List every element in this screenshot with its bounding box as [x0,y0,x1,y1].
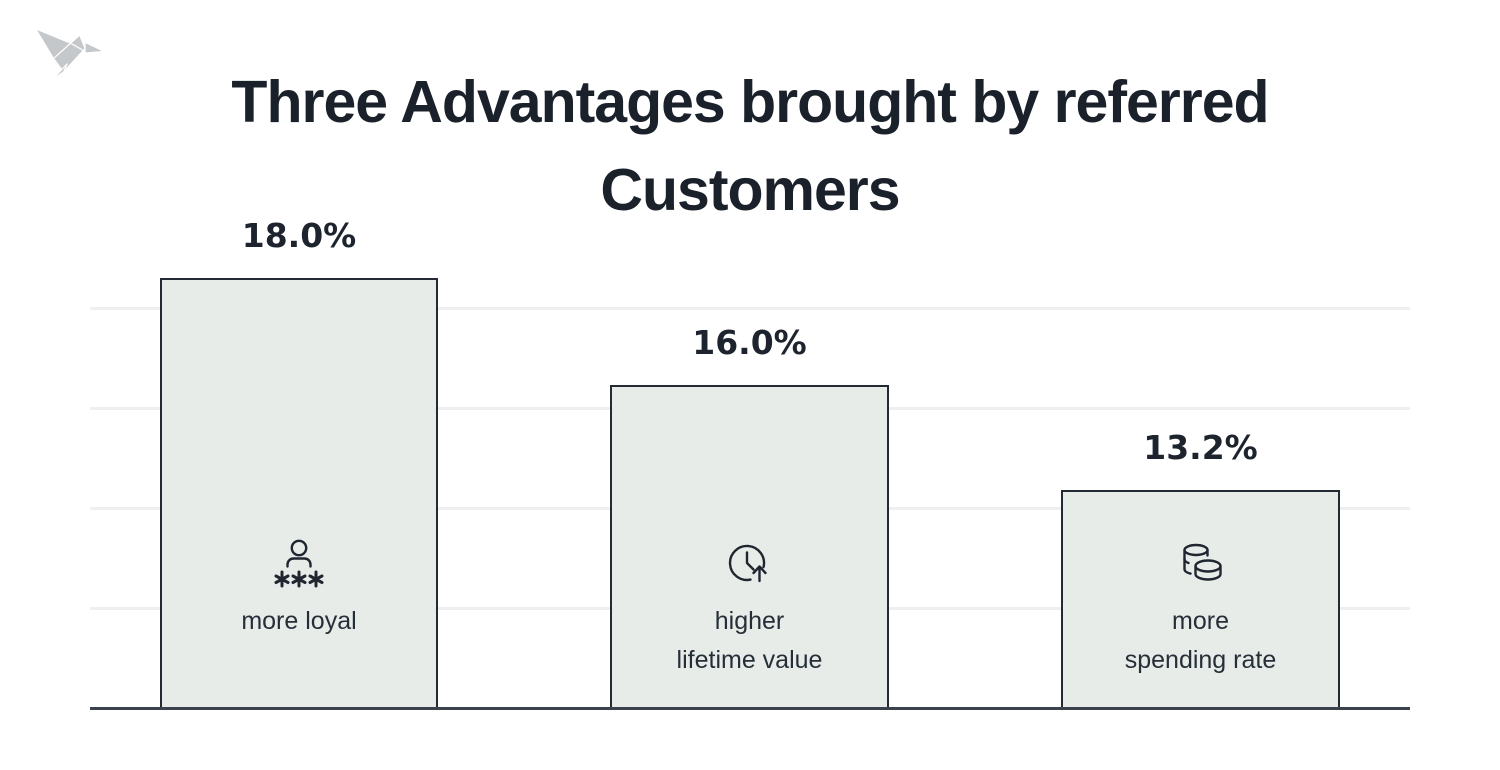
bar-value-label-spending-rate: 13.2% [1143,428,1258,467]
page-title-line-1: Three Advantages brought by referred [231,69,1269,135]
bar-caption-spending-rate: more spending rate [1061,538,1340,680]
bar-caption-line-2: spending rate [1124,646,1277,674]
coins-icon [1182,543,1222,581]
clock-up-arrow-icon [728,544,767,583]
user-asterisks-icon [274,539,324,588]
bar-caption-line-1: more [1172,607,1229,635]
bar-value-label-more-loyal: 18.0% [241,216,357,255]
origami-bird-logo [35,28,105,80]
bar-more-loyal [160,278,438,709]
bar-caption-line-1: higher [714,607,785,635]
page-title-line-2: Customers [600,157,900,223]
bar-spending-rate [1061,490,1340,709]
gridline [90,307,1410,310]
page-title: Three Advantages brought by referred Cus… [0,58,1500,234]
bar-caption-line-2: lifetime value [676,646,823,674]
x-axis-line [90,707,1410,710]
bar-caption-line-1: more loyal [241,607,357,635]
bar-value-label-lifetime-value: 16.0% [692,323,807,362]
bar-caption-lifetime-value: higher lifetime value [610,538,889,680]
bar-caption-more-loyal: more loyal [160,538,438,641]
